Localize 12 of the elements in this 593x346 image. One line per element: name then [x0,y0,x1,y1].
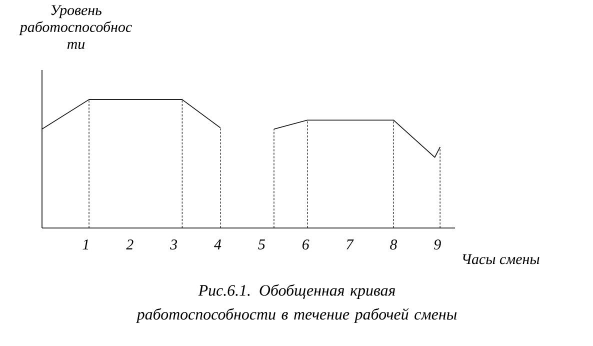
x-tick-label: 5 [258,240,265,250]
x-tick-label: 1 [82,240,88,250]
y-axis-title: Уровень работоспособнос ти [19,5,132,50]
x-axis-title: Часы смены [462,254,540,264]
text: Рис.6.1. Обобщенная кривая работоспособности в течение рабочей смены [136,284,457,323]
x-tick-label: 3 [170,240,178,250]
x-tick-label: 8 [390,240,398,250]
x-tick-label: 6 [302,240,310,250]
x-tick-label: 9 [434,240,441,250]
x-tick-label: 4 [214,240,222,250]
x-tick-label: 2 [126,240,134,250]
x-tick-label: 7 [346,240,354,250]
